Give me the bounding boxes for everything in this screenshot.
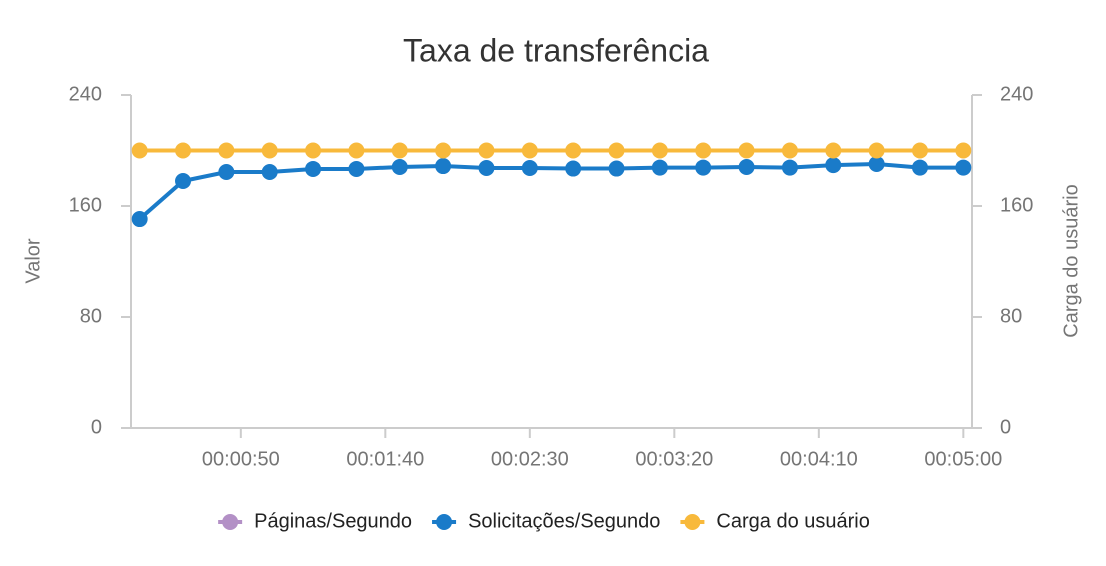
data-point <box>955 142 972 159</box>
legend-item: Solicitações/Segundo <box>432 510 660 532</box>
data-point <box>825 142 842 159</box>
legend-swatch <box>436 514 453 530</box>
y2-axis-title: Carga do usuário <box>1060 184 1082 337</box>
y2-tick-label: 80 <box>1000 305 1022 327</box>
data-point <box>435 142 452 159</box>
data-point <box>781 159 798 176</box>
y2-tick-label: 240 <box>1000 83 1033 105</box>
data-point <box>651 159 668 176</box>
data-point <box>695 159 712 176</box>
legend-text: Solicitações/Segundo <box>468 510 660 532</box>
x-tick-label: 00:04:10 <box>780 448 858 470</box>
data-point <box>175 142 192 159</box>
data-point <box>478 142 495 159</box>
data-point <box>651 142 668 159</box>
x-tick-label: 00:03:20 <box>635 448 713 470</box>
y2-tick-label: 0 <box>1000 416 1011 438</box>
data-point <box>348 142 365 159</box>
y-axis-title: Valor <box>22 238 44 284</box>
data-point <box>565 160 582 177</box>
data-point <box>391 159 408 176</box>
data-point <box>261 164 278 181</box>
y-tick-label: 160 <box>69 194 102 216</box>
data-point <box>391 142 408 159</box>
legend-swatch <box>684 514 701 530</box>
data-point <box>781 142 798 159</box>
x-tick-label: 00:01:40 <box>346 448 424 470</box>
data-point <box>175 173 192 190</box>
data-point <box>348 160 365 177</box>
data-point <box>868 155 885 172</box>
y-tick-label: 80 <box>80 305 102 327</box>
data-point <box>305 160 322 177</box>
legend-text: Carga do usuário <box>716 510 869 532</box>
data-point <box>608 160 625 177</box>
data-point <box>435 158 452 175</box>
data-point <box>305 142 322 159</box>
data-point <box>521 142 538 159</box>
x-tick-label: 00:02:30 <box>491 448 569 470</box>
data-point <box>131 211 148 228</box>
legend-item: Carga do usuário <box>680 510 870 532</box>
data-point <box>695 142 712 159</box>
y-tick-label: 0 <box>91 416 102 438</box>
data-point <box>738 159 755 176</box>
legend-text: Páginas/Segundo <box>254 510 412 532</box>
data-point <box>478 159 495 176</box>
x-tick-label: 00:05:00 <box>924 448 1002 470</box>
data-point <box>131 142 148 159</box>
data-point <box>261 142 278 159</box>
data-point <box>911 159 928 176</box>
y-tick-label: 240 <box>69 83 102 105</box>
chart-title: Taxa de transferência <box>403 32 709 68</box>
data-point <box>911 142 928 159</box>
data-point <box>608 142 625 159</box>
legend-item: Páginas/Segundo <box>218 510 412 532</box>
data-point <box>218 142 235 159</box>
data-point <box>955 159 972 176</box>
y2-tick-label: 160 <box>1000 194 1033 216</box>
data-point <box>868 142 885 159</box>
data-point <box>565 142 582 159</box>
data-point <box>825 157 842 174</box>
data-point <box>738 142 755 159</box>
data-point <box>521 159 538 176</box>
x-tick-label: 00:00:50 <box>202 448 280 470</box>
data-point <box>218 164 235 181</box>
legend-swatch <box>222 514 239 530</box>
